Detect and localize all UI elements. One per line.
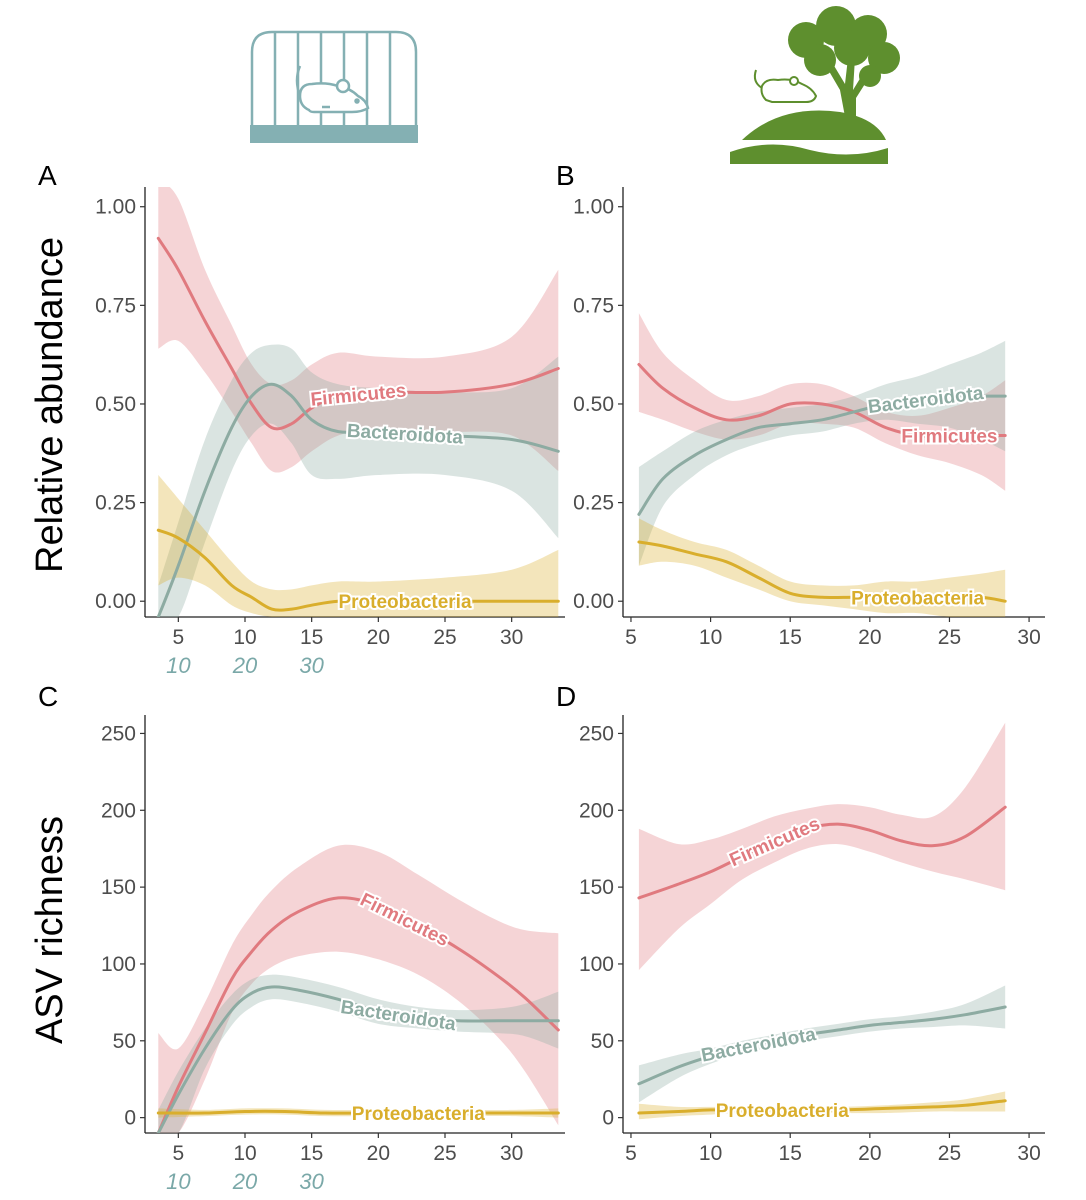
y-tick-label: 250 [101, 722, 136, 745]
alt-x-tick-label: 10 [166, 653, 191, 678]
alt-x-tick-label: 30 [299, 653, 324, 678]
panel-label-d: D [556, 681, 576, 712]
x-tick-label: 10 [233, 626, 256, 649]
y-axis-title-top: Relative abundance [29, 237, 71, 573]
band-proteobacteria [638, 518, 1006, 617]
band-firmicutes [158, 187, 559, 473]
alt-x-tick-label: 10 [166, 1169, 191, 1194]
series-label-proteobacteria: Proteobacteria [352, 1104, 485, 1125]
y-tick-label: 200 [579, 799, 614, 822]
x-tick-label: 30 [500, 626, 523, 649]
series-label-firmicutes: Firmicutes [901, 427, 997, 448]
alt-x-tick-label: 20 [232, 1169, 258, 1194]
y-tick-label: 0 [124, 1107, 136, 1130]
alt-x-tick-label: 30 [299, 1169, 324, 1194]
band-bacteroidota [638, 985, 1006, 1103]
x-tick-label: 25 [938, 626, 961, 649]
band-firmicutes [638, 313, 1006, 491]
band-proteobacteria [638, 1091, 1006, 1120]
band-firmicutes [158, 844, 559, 1133]
line-firmicutes [156, 896, 560, 1133]
x-tick-label: 20 [858, 626, 881, 649]
y-tick-label: 0.50 [573, 393, 614, 416]
line-bacteroidota [637, 1005, 1007, 1086]
y-tick-label: 1.00 [573, 196, 614, 219]
x-tick-label: 5 [625, 626, 637, 649]
x-tick-label: 25 [938, 1142, 961, 1165]
series-label-proteobacteria: Proteobacteria [716, 1101, 849, 1122]
panel-label-a: A [38, 160, 57, 191]
line-bacteroidota [156, 382, 560, 617]
plot-area [637, 313, 1007, 617]
y-tick-label: 200 [101, 799, 136, 822]
series-label-bacteroidota: Bacteroidota [339, 997, 457, 1035]
x-tick-label: 25 [433, 1142, 456, 1165]
series-label-bacteroidota: Bacteroidota [700, 1024, 818, 1067]
line-bacteroidota [156, 985, 560, 1133]
line-proteobacteria [156, 1109, 560, 1115]
series-label-proteobacteria: Proteobacteria [338, 592, 471, 613]
panel-b-chart: 0.00 0.25 0.50 0.75 1.00 5 10 15 20 25 30 Firmicute… [573, 187, 1045, 649]
wild-mouse-tree-icon [730, 6, 900, 164]
y-tick-label: 150 [579, 876, 614, 899]
x-tick-label: 5 [625, 1142, 637, 1165]
y-tick-label: 50 [591, 1030, 614, 1053]
x-tick-label: 30 [1017, 1142, 1040, 1165]
x-tick-label: 15 [300, 626, 323, 649]
band-firmicutes [638, 722, 1006, 971]
x-tick-label: 20 [367, 1142, 390, 1165]
line-proteobacteria [637, 1099, 1007, 1115]
y-tick-label: 0.00 [573, 590, 614, 613]
band-proteobacteria [158, 475, 559, 617]
x-tick-label: 25 [433, 626, 456, 649]
x-tick-label: 5 [172, 626, 184, 649]
y-tick-label: 1.00 [95, 196, 136, 219]
plot-area [637, 722, 1007, 1120]
plot-area [156, 844, 560, 1133]
x-tick-label: 30 [500, 1142, 523, 1165]
x-tick-label: 15 [779, 626, 802, 649]
line-firmicutes [637, 805, 1007, 900]
x-tick-label: 20 [367, 626, 390, 649]
x-tick-label: 10 [699, 1142, 722, 1165]
x-tick-label: 15 [300, 1142, 323, 1165]
line-firmicutes [156, 236, 560, 431]
panel-label-c: C [38, 681, 58, 712]
band-bacteroidota [158, 974, 559, 1133]
y-tick-label: 250 [579, 722, 614, 745]
line-firmicutes [637, 363, 1007, 438]
y-tick-label: 0.25 [573, 492, 614, 515]
alt-x-tick-label: 20 [232, 653, 258, 678]
y-tick-label: 150 [101, 876, 136, 899]
y-tick-label: 0 [602, 1107, 614, 1130]
y-tick-label: 50 [113, 1030, 136, 1053]
x-tick-label: 10 [233, 1142, 256, 1165]
y-tick-label: 100 [579, 953, 614, 976]
y-tick-label: 0.00 [95, 590, 136, 613]
x-tick-label: 15 [779, 1142, 802, 1165]
y-tick-label: 100 [101, 953, 136, 976]
y-tick-label: 0.25 [95, 492, 136, 515]
band-bacteroidota [638, 340, 1006, 566]
line-proteobacteria [637, 540, 1007, 603]
x-tick-label: 10 [699, 626, 722, 649]
x-tick-label: 20 [858, 1142, 881, 1165]
line-proteobacteria [156, 528, 560, 612]
line-bacteroidota [637, 394, 1007, 516]
panel-label-b: B [556, 160, 575, 191]
caged-mouse-icon [250, 30, 418, 143]
x-tick-label: 5 [172, 1142, 184, 1165]
series-label-proteobacteria: Proteobacteria [851, 588, 984, 609]
y-tick-label: 0.50 [95, 393, 136, 416]
y-tick-label: 0.75 [95, 294, 136, 317]
y-tick-label: 0.75 [573, 294, 614, 317]
plot-area [156, 187, 560, 617]
x-tick-label: 30 [1017, 626, 1040, 649]
y-axis-title-bottom: ASV richness [29, 816, 71, 1044]
